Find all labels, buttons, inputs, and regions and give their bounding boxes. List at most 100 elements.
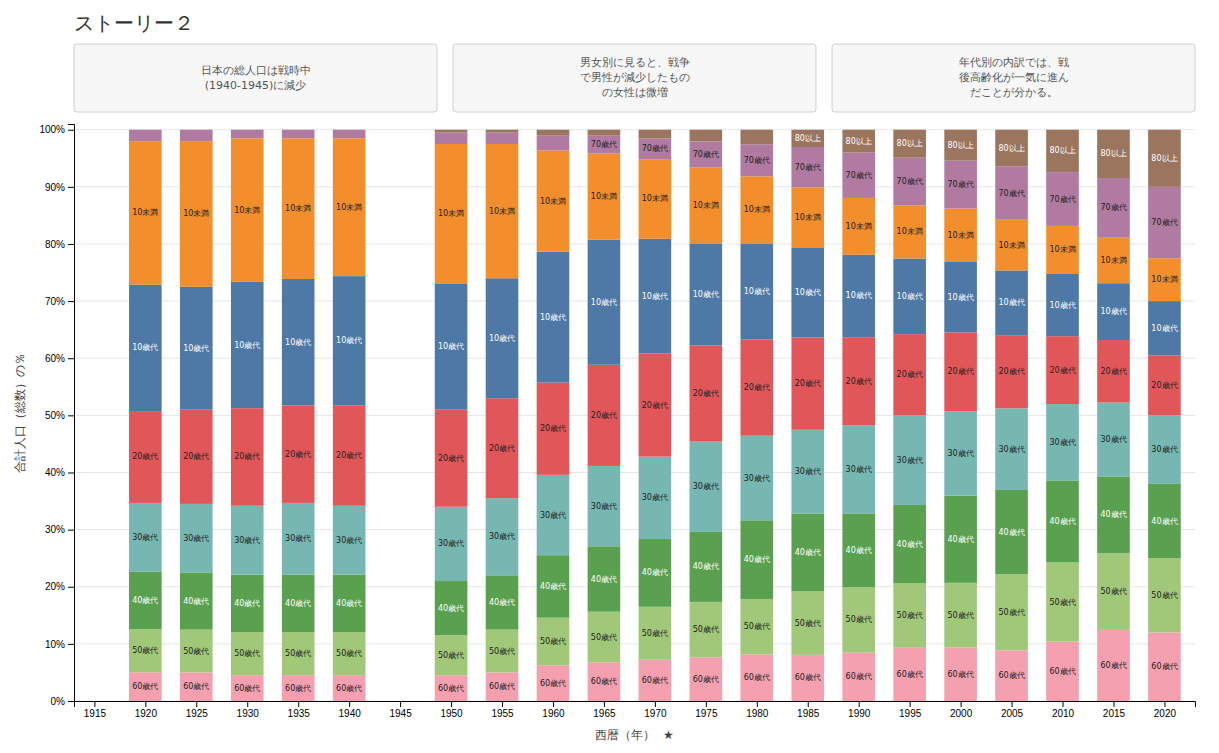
bar-segment <box>486 630 519 673</box>
bar-segment <box>791 130 824 147</box>
bar-segment <box>486 130 519 133</box>
y-tick: 70% <box>45 296 74 307</box>
annotation: 日本の総人口は戦時中(1940-1945)に減少 <box>201 64 311 92</box>
y-tick-mark <box>68 472 74 473</box>
bar-segment <box>435 507 468 581</box>
bar-segment <box>842 130 875 153</box>
bar-segment <box>791 248 824 337</box>
segment-label: 60歳代 <box>336 684 362 693</box>
segment-label: 20歳代 <box>642 401 668 410</box>
segment-label: 10未満 <box>591 192 617 201</box>
bar-segment <box>1097 553 1130 630</box>
bar-segment <box>231 129 264 130</box>
segment-label: 50歳代 <box>591 633 617 642</box>
bar-segment <box>588 546 621 611</box>
y-tick-mark <box>68 301 74 302</box>
y-tick: 20% <box>45 581 74 592</box>
annotation-line: 年代別の内訳では、戦 <box>959 56 1069 69</box>
bar-segment <box>995 166 1028 219</box>
x-tick-mark <box>349 701 350 707</box>
y-tick-mark <box>68 415 74 416</box>
segment-label: 60歳代 <box>744 673 770 682</box>
bar-segment <box>1046 226 1079 274</box>
segment-label: 10歳代 <box>234 341 260 350</box>
x-axis-title: 西暦（年） ★ <box>595 728 673 742</box>
y-tick: 80% <box>45 239 74 250</box>
segment-label: 10歳代 <box>744 287 770 296</box>
segment-label: 50歳代 <box>642 629 668 638</box>
segment-label: 10歳代 <box>591 298 617 307</box>
bar-segment <box>1148 130 1181 187</box>
bar-segment <box>333 129 366 130</box>
x-tick-label: 1915 <box>84 708 107 719</box>
segment-label: 40歳代 <box>132 596 158 605</box>
segment-label: 10未満 <box>540 197 566 206</box>
segment-label: 20歳代 <box>540 424 566 433</box>
y-tick-mark <box>68 187 74 188</box>
bar-segment <box>537 383 570 475</box>
annotation-line: 男女別に見ると、戦争 <box>580 56 690 69</box>
x-tick-label: 1965 <box>593 708 616 719</box>
bar-segment <box>893 505 926 583</box>
bar-segment <box>231 575 264 632</box>
segment-label: 80以上 <box>1100 149 1126 158</box>
annotation-line: で男性が減少したもの <box>580 71 690 84</box>
bar-segment <box>740 654 773 701</box>
segment-label: 10歳代 <box>693 290 719 299</box>
y-tick-label: 20% <box>45 581 65 592</box>
bar-segment <box>944 161 977 209</box>
chart-root: ストーリー２日本の総人口は戦時中(1940-1945)に減少男女別に見ると、戦争… <box>0 0 1219 753</box>
x-tick: 1995 <box>899 701 922 719</box>
bar-segment <box>842 587 875 652</box>
bar-segment <box>1148 355 1181 415</box>
x-tick: 1950 <box>440 701 463 719</box>
bar-segment <box>129 129 162 130</box>
annotation-box <box>832 44 1195 112</box>
segment-label: 70歳代 <box>693 150 719 159</box>
annotation-line: (1940-1945)に減少 <box>205 79 307 92</box>
segment-label: 10歳代 <box>846 291 872 300</box>
bar-segment <box>129 629 162 672</box>
segment-label: 70歳代 <box>795 163 821 172</box>
segment-label: 20歳代 <box>948 367 974 376</box>
segment-label: 50歳代 <box>1049 598 1075 607</box>
bar-segment <box>537 136 570 151</box>
segment-label: 20歳代 <box>132 452 158 461</box>
segment-label: 50歳代 <box>744 622 770 631</box>
segment-label: 60歳代 <box>438 684 464 693</box>
segment-label: 10歳代 <box>998 298 1024 307</box>
x-tick-mark <box>1113 701 1114 707</box>
segment-label: 40歳代 <box>438 604 464 613</box>
bar-segment <box>740 340 773 436</box>
bar-segment <box>995 408 1028 490</box>
bar-segment <box>893 130 926 158</box>
bar-segment <box>1097 238 1130 283</box>
bar-segment <box>1097 178 1130 238</box>
x-tick-label: 1920 <box>135 708 158 719</box>
bar-segment <box>1148 301 1181 355</box>
bar-segment <box>129 130 162 141</box>
bar-segment <box>129 503 162 572</box>
bar-segment <box>1148 187 1181 258</box>
bar-segment <box>995 220 1028 271</box>
segment-label: 10未満 <box>897 227 923 236</box>
segment-label: 80以上 <box>897 139 923 148</box>
x-tick-label: 2020 <box>1154 708 1177 719</box>
bar-segment <box>537 151 570 252</box>
bar-segment <box>690 345 723 441</box>
y-tick-label: 10% <box>45 639 65 650</box>
segment-label: 10歳代 <box>1049 301 1075 310</box>
segment-label: 10未満 <box>846 222 872 231</box>
segment-label: 10未満 <box>693 201 719 210</box>
y-tick-label: 0% <box>51 696 66 707</box>
x-tick-label: 1970 <box>644 708 667 719</box>
segment-label: 30歳代 <box>897 456 923 465</box>
bar-segment <box>1148 558 1181 632</box>
segment-label: 40歳代 <box>1100 510 1126 519</box>
segment-labels: 60歳代60歳代60歳代60歳代60歳代60歳代60歳代60歳代60歳代60歳代… <box>132 134 1177 693</box>
segment-label: 60歳代 <box>846 672 872 681</box>
x-tick-label: 1925 <box>186 708 209 719</box>
y-tick: 0% <box>51 696 74 707</box>
segment-label: 30歳代 <box>183 534 209 543</box>
bar-segment <box>639 139 672 160</box>
